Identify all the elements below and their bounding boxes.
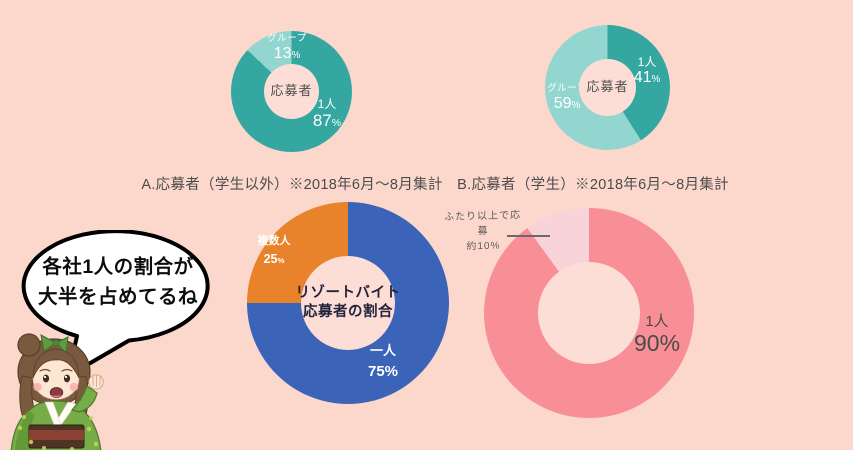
mascot-kimono-girl-illustration <box>0 330 118 450</box>
donut-hole <box>538 262 640 364</box>
mascot-drawing <box>10 333 104 450</box>
slice-label-single: 一人 75% <box>367 343 399 380</box>
donut-chart-b-large: 1人 90% <box>484 208 694 418</box>
slice-label-single: 1人 87% <box>312 97 342 131</box>
slice-label-single: 1人 90% <box>633 313 681 356</box>
pink-slice-annotation: ふたり以上で応募 約10% <box>443 209 522 253</box>
slice-label-group: グループ 59% <box>547 83 587 112</box>
donut-chart-b-small: 1人 41% グループ 59% 応募者 <box>545 25 670 150</box>
chart-b-caption: B.応募者（学生）※2018年6月～8月集計 <box>457 177 729 193</box>
donut-chart-a-large: 複数人 25% 一人 75% リゾートバイト 応募者の割合 <box>247 202 449 404</box>
slice-label-group: グループ 13% <box>267 33 307 62</box>
speech-bubble-shape <box>21 230 210 378</box>
donut-center-label: 応募者 <box>270 83 313 99</box>
chart-a-caption: A.応募者（学生以外）※2018年6月～8月集計 <box>141 177 443 193</box>
speech-bubble: 各社1人の割合が 大半を占めてるね <box>16 230 228 382</box>
speech-bubble-text: 各社1人の割合が 大半を占めてるね <box>37 256 198 309</box>
donut-center-label: リゾートバイト 応募者の割合 <box>295 285 401 320</box>
donut-center-label: 応募者 <box>586 79 629 95</box>
slice-label-single: 1人 41% <box>633 55 661 87</box>
donut-hole <box>264 64 319 119</box>
slice-label-multiple: 複数人 25% <box>257 235 291 266</box>
donut-hole <box>301 256 395 350</box>
donut-chart-a-small: グループ 13% 1人 87% 応募者 <box>231 31 352 152</box>
annotation-leader-line <box>507 235 550 237</box>
donut-hole <box>579 59 636 116</box>
